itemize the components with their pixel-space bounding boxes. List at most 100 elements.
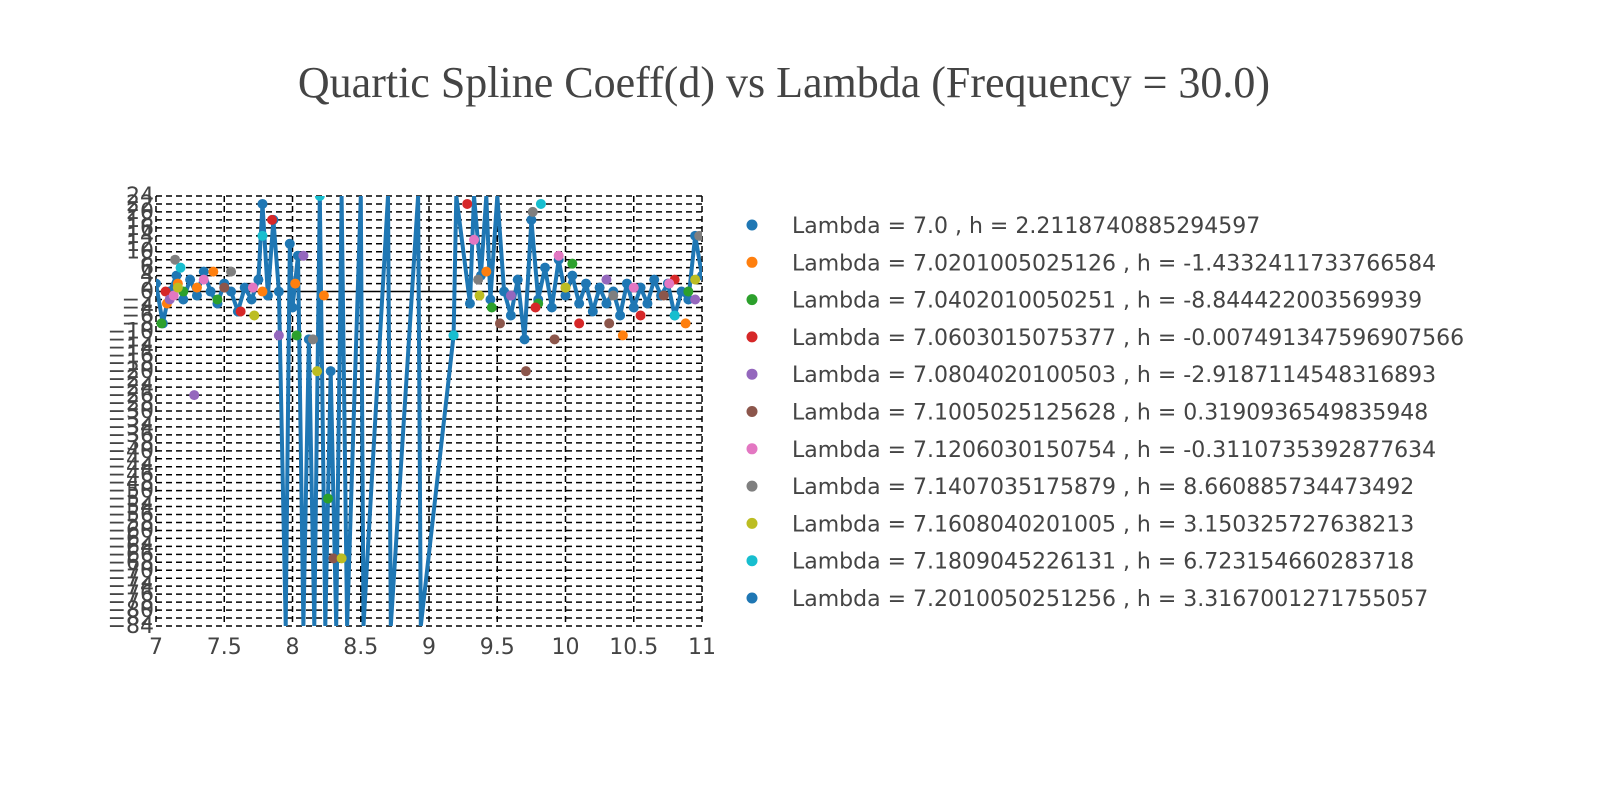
legend-marker [746, 480, 758, 492]
data-point [567, 270, 578, 281]
y-tick-label: −36 [108, 423, 154, 448]
y-tick-label: −4 [122, 295, 154, 320]
data-point [226, 266, 237, 277]
data-point [574, 318, 585, 329]
data-point [540, 262, 551, 273]
y-tick-label: −6 [122, 303, 154, 328]
data-point [273, 286, 284, 297]
data-point [494, 318, 505, 329]
y-tick-label: −14 [108, 335, 154, 360]
data-point [628, 302, 639, 313]
data-point [198, 274, 209, 285]
x-tick-label: 7 [149, 635, 163, 660]
data-point [683, 286, 694, 297]
data-point [322, 493, 333, 504]
legend-label: Lambda = 7.0201005025126 , h = -1.433241… [792, 251, 1436, 276]
data-point [664, 278, 675, 289]
legend-marker [746, 256, 758, 268]
y-tick-label: −60 [108, 518, 154, 543]
data-point [680, 318, 691, 329]
legend-marker [746, 517, 758, 529]
x-tick-label: 8.5 [343, 635, 378, 660]
y-tick-label: 4 [140, 264, 154, 289]
y-tick-label: 18 [126, 208, 154, 233]
legend-marker [746, 331, 758, 343]
y-tick-label: −78 [108, 590, 154, 615]
data-point [249, 310, 260, 321]
data-point [464, 298, 475, 309]
y-tick-label: −34 [108, 415, 154, 440]
legend-marker [746, 406, 758, 417]
data-point [485, 294, 496, 305]
data-point [291, 330, 302, 341]
data-point [160, 286, 171, 297]
data-point [580, 278, 591, 289]
y-tick-label: −70 [108, 558, 154, 583]
y-tick-label: 0 [140, 280, 154, 305]
data-point [604, 318, 615, 329]
data-point [608, 290, 619, 301]
data-point [156, 318, 167, 329]
x-tick-label: 8 [286, 635, 300, 660]
data-point [587, 306, 598, 317]
data-point [574, 298, 585, 309]
data-point [481, 266, 492, 277]
legend-marker [746, 555, 758, 567]
data-point [246, 294, 257, 305]
data-point [257, 198, 268, 209]
y-tick-label: 2 [140, 272, 154, 297]
data-point [247, 282, 258, 293]
y-tick-label: −32 [108, 407, 154, 432]
y-tick-label: 14 [126, 224, 154, 249]
data-point [156, 278, 161, 289]
y-tick-label: −84 [108, 614, 154, 639]
data-point [267, 214, 278, 225]
x-tick-label: 10 [552, 635, 580, 660]
y-tick-label: −44 [108, 455, 154, 480]
y-tick-label: −26 [108, 383, 154, 408]
data-point [642, 298, 653, 309]
legend-label: Lambda = 7.0804020100503 , h = -2.918711… [792, 363, 1436, 388]
y-tick-label: −82 [108, 606, 154, 631]
y-tick-label: −38 [108, 431, 154, 456]
y-tick-label: −22 [108, 367, 154, 392]
data-point [694, 230, 702, 241]
data-point [172, 282, 183, 293]
data-point [257, 230, 268, 241]
data-point [273, 330, 284, 341]
data-point [198, 266, 209, 277]
data-point [189, 390, 200, 401]
y-tick-label: −80 [108, 598, 154, 623]
data-point [553, 250, 564, 261]
data-point [549, 334, 560, 345]
y-tick-label: −40 [108, 439, 154, 464]
data-point [535, 198, 546, 209]
legend-marker [746, 368, 758, 380]
data-point [171, 270, 182, 281]
legend-label: Lambda = 7.1407035175879 , h = 8.6608857… [792, 475, 1414, 500]
y-tick-label: 10 [126, 240, 154, 265]
legend-label: Lambda = 7.1608040201005 , h = 3.1503257… [792, 512, 1414, 537]
x-tick-label: 10.5 [609, 635, 658, 660]
data-point [239, 282, 250, 293]
y-tick-label: −10 [108, 319, 154, 344]
x-tick-label: 7.5 [207, 635, 242, 660]
data-point [628, 282, 639, 293]
y-tick-label: −72 [108, 566, 154, 591]
y-tick-label: 16 [126, 216, 154, 241]
data-point [473, 274, 484, 285]
y-tick-label: −56 [108, 503, 154, 528]
x-tick-label: 9 [422, 635, 436, 660]
data-point [170, 254, 181, 265]
y-tick-label: −54 [108, 495, 154, 520]
data-point [669, 310, 680, 321]
data-point [191, 282, 202, 293]
y-tick-label: −30 [108, 399, 154, 424]
y-tick-label: −20 [108, 359, 154, 384]
y-tick-label: 8 [140, 248, 154, 273]
y-tick-label: −18 [108, 351, 154, 376]
data-point [318, 290, 329, 301]
y-tick-label: −50 [108, 479, 154, 504]
data-point [185, 274, 196, 285]
